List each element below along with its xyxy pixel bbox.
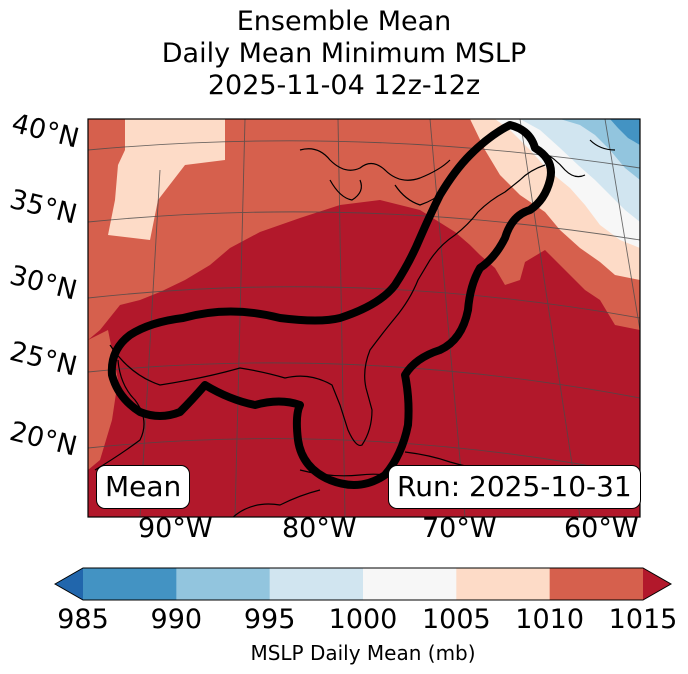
map-frame	[87, 118, 641, 518]
colorbar-tick-label: 1010	[515, 604, 585, 635]
colorbar-tick-label: 990	[150, 604, 203, 635]
colorbar-tick-label: 985	[57, 604, 109, 635]
colorbar-extend-high	[643, 568, 671, 600]
colorbar-segment	[83, 568, 177, 600]
colorbar-segment	[269, 568, 364, 600]
mslp-field	[88, 119, 640, 517]
colorbar-tick-label: 1015	[608, 604, 678, 635]
threshold-contour	[107, 121, 555, 489]
run-date-box: Run: 2025-10-31	[388, 465, 641, 509]
colorbar-label: MSLP Daily Mean (mb)	[250, 641, 476, 665]
title-line-2: Daily Mean Minimum MSLP	[161, 38, 527, 69]
colorbar-tick-label: 1000	[328, 604, 398, 635]
colorbar-tick-label: 1005	[421, 604, 491, 635]
colorbar-outline	[53, 567, 673, 601]
colorbar-segment	[456, 568, 551, 600]
colorbar-tick-label: 995	[243, 604, 296, 635]
chart-title: Ensemble Mean Daily Mean Minimum MSLP 20…	[0, 6, 688, 102]
title-line-1: Ensemble Mean	[236, 6, 452, 37]
colorbar-segment	[176, 568, 271, 600]
colorbar-segment	[549, 568, 644, 600]
colorbar-segment	[363, 568, 457, 600]
lon-label-70: 70°W	[422, 513, 497, 544]
field-985	[610, 119, 640, 145]
field-1005	[100, 119, 225, 240]
field-990	[560, 119, 640, 180]
graticule	[88, 119, 640, 517]
lon-label-80: 80°W	[282, 513, 357, 544]
title-line-3: 2025-11-04 12z-12z	[207, 70, 481, 101]
colorbar-extend-low	[55, 568, 83, 600]
lon-label-60: 60°W	[564, 513, 639, 544]
stat-type-box: Mean	[96, 465, 191, 509]
lon-label-90: 90°W	[138, 513, 213, 544]
